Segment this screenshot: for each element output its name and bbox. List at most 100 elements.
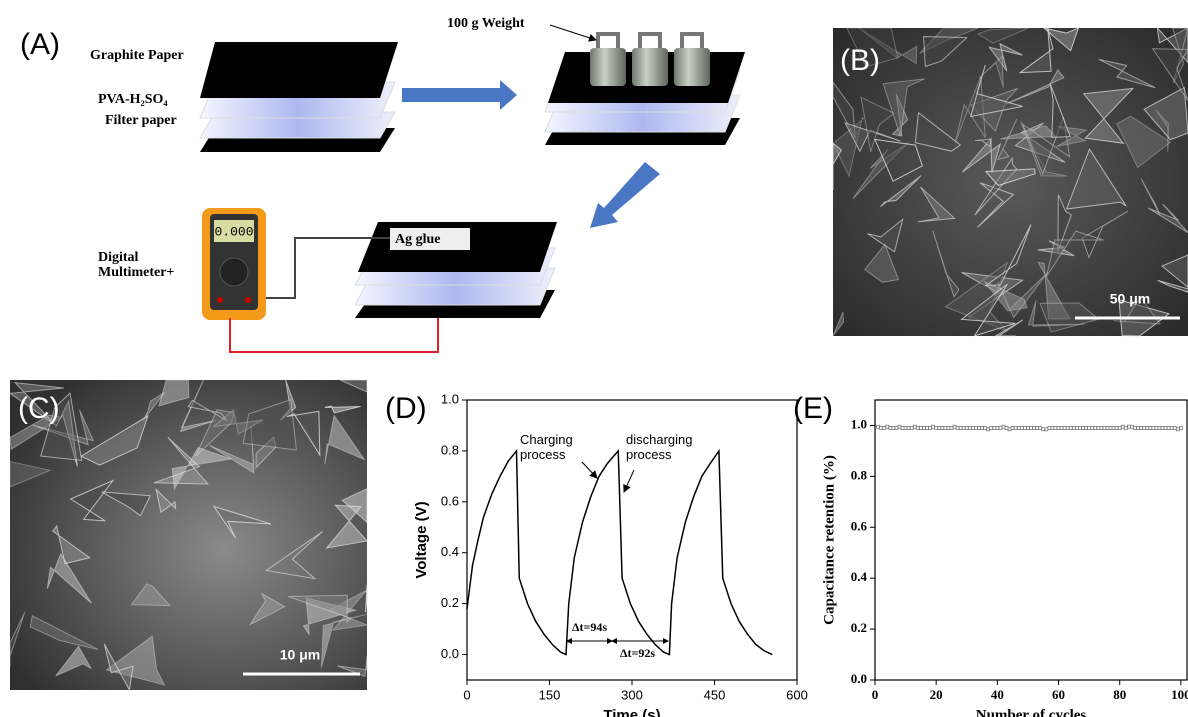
data-point <box>910 427 913 430</box>
x-tick-label: 0 <box>872 687 879 702</box>
panel-label: (C) <box>18 392 60 425</box>
x-tick-label: 40 <box>991 687 1004 702</box>
data-point <box>1030 427 1033 430</box>
weights <box>590 34 710 86</box>
data-point <box>1164 427 1167 430</box>
data-point <box>1161 427 1164 430</box>
plot-frame <box>875 400 1187 680</box>
graphite-layer <box>200 42 398 98</box>
data-point <box>1170 427 1173 430</box>
data-point <box>886 425 889 428</box>
data-point <box>950 427 953 430</box>
y-tick-label: 0.8 <box>851 467 868 482</box>
data-point <box>996 427 999 430</box>
data-point <box>1069 427 1072 430</box>
data-point <box>901 427 904 430</box>
x-tick-label: 300 <box>621 687 643 702</box>
data-point <box>1036 427 1039 430</box>
data-point <box>1075 427 1078 430</box>
y-tick-label: 1.0 <box>851 416 867 431</box>
wire <box>230 318 438 352</box>
arrow <box>402 80 517 110</box>
data-point <box>1039 427 1042 430</box>
diagram-label: Graphite Paper <box>90 48 184 63</box>
data-point <box>1020 427 1023 430</box>
data-point <box>1078 427 1081 430</box>
y-tick-label: 0.0 <box>441 646 459 661</box>
data-point <box>922 427 925 430</box>
panel-a-diagram <box>200 25 745 352</box>
data-point <box>919 427 922 430</box>
annotation: Δt=94s <box>572 620 607 635</box>
voltage-line <box>467 451 772 655</box>
scale-bar-label: 10 μm <box>280 647 320 663</box>
y-tick-label: 1.0 <box>441 391 459 406</box>
data-point <box>883 427 886 430</box>
data-point <box>1173 427 1176 430</box>
data-point <box>1100 427 1103 430</box>
y-tick-label: 0.6 <box>851 518 868 533</box>
data-point <box>1014 427 1017 430</box>
x-axis-label: Number of cycles <box>976 707 1087 717</box>
data-point <box>929 427 932 430</box>
panel-label: (E) <box>793 392 833 425</box>
data-point <box>898 425 901 428</box>
data-point <box>1005 427 1008 430</box>
data-point <box>1121 425 1124 428</box>
data-point <box>1124 427 1127 430</box>
data-point <box>1033 427 1036 430</box>
data-point <box>1149 427 1152 430</box>
y-tick-label: 0.0 <box>851 671 867 686</box>
x-tick-label: 450 <box>704 687 726 702</box>
diagram-label: Filter paper <box>105 113 177 128</box>
data-point <box>1109 427 1112 430</box>
display-readout: 0.000 <box>214 224 253 239</box>
data-point <box>935 427 938 430</box>
y-tick-label: 0.8 <box>441 442 459 457</box>
y-tick-label: 0.2 <box>441 595 459 610</box>
y-tick-label: 0.4 <box>441 544 459 559</box>
data-point <box>1063 427 1066 430</box>
data-point <box>962 427 965 430</box>
data-point <box>974 427 977 430</box>
data-point <box>971 427 974 430</box>
data-point <box>1085 427 1088 430</box>
scale-bar-label: 50 μm <box>1110 291 1150 307</box>
y-tick-label: 0.2 <box>851 620 867 635</box>
data-point <box>987 428 990 431</box>
data-point <box>1115 427 1118 430</box>
annotation: discharging process <box>626 432 706 462</box>
data-point <box>877 425 880 428</box>
data-point <box>981 427 984 430</box>
x-tick-label: 60 <box>1052 687 1065 702</box>
data-point <box>1057 427 1060 430</box>
data-point <box>880 427 883 430</box>
data-point <box>941 427 944 430</box>
data-point <box>1179 427 1182 430</box>
panel-label: (D) <box>385 392 427 425</box>
data-point <box>1026 427 1029 430</box>
pointer <box>550 25 596 40</box>
data-point <box>1017 427 1020 430</box>
diagram-label: PVA-H₂SO₄ <box>98 92 168 107</box>
data-point <box>892 427 895 430</box>
figure-page: (A) Graphite Paper PVA-H₂SO₄ Filter pape… <box>0 0 1188 717</box>
x-tick-label: 150 <box>539 687 561 702</box>
data-point <box>913 425 916 428</box>
data-point <box>1112 427 1115 430</box>
annotation-arrow <box>582 462 597 478</box>
data-point <box>959 427 962 430</box>
diagram-label: Ag glue <box>395 232 441 247</box>
data-point <box>993 427 996 430</box>
data-point <box>1158 427 1161 430</box>
data-point <box>944 427 947 430</box>
data-point <box>1072 427 1075 430</box>
data-point <box>953 425 956 428</box>
data-point <box>1048 427 1051 430</box>
data-point <box>926 427 929 430</box>
data-point <box>968 427 971 430</box>
figure: (A) Graphite Paper PVA-H₂SO₄ Filter pape… <box>0 0 1188 717</box>
data-point <box>1060 427 1063 430</box>
x-tick-label: 600 <box>786 687 808 702</box>
x-axis-label: Time (s) <box>603 707 660 717</box>
